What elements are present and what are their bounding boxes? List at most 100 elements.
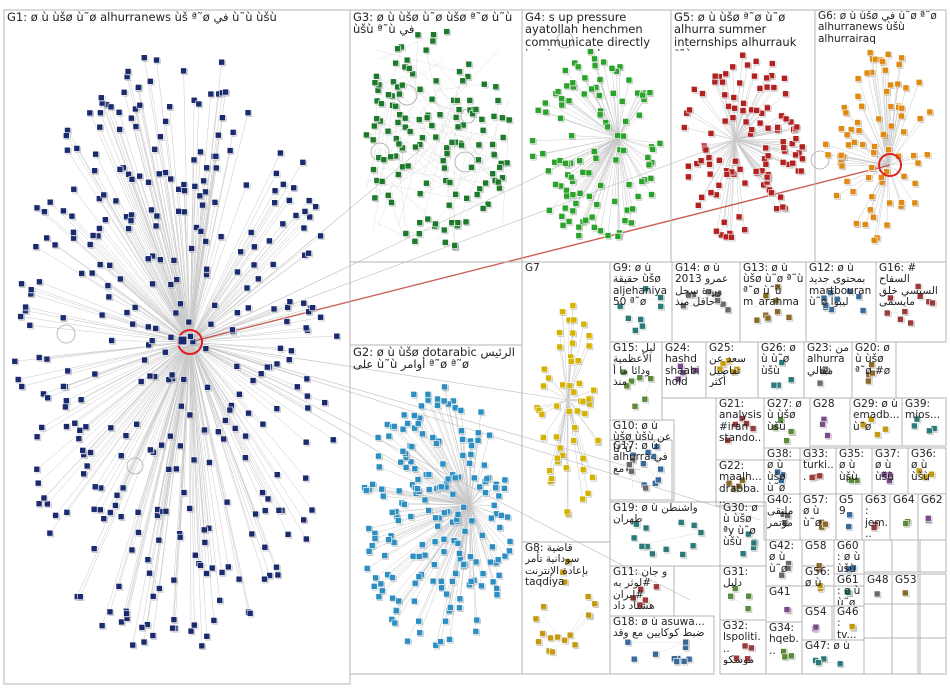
node	[540, 382, 547, 390]
node	[546, 207, 553, 214]
edge	[165, 121, 191, 343]
node	[167, 432, 174, 440]
node	[820, 294, 828, 302]
edge	[189, 341, 251, 614]
node	[849, 188, 857, 195]
node	[204, 384, 211, 391]
node	[740, 99, 747, 107]
node	[218, 58, 225, 66]
node	[167, 281, 175, 288]
edge	[413, 394, 471, 506]
node	[187, 333, 194, 340]
node	[575, 223, 583, 231]
edge	[405, 225, 458, 234]
node	[300, 299, 308, 307]
node	[170, 576, 178, 584]
group-box-g39	[901, 397, 947, 447]
node	[538, 410, 546, 418]
node	[867, 206, 874, 214]
edge	[189, 341, 246, 458]
node	[764, 152, 772, 160]
edge	[110, 341, 191, 513]
node	[706, 160, 713, 168]
node	[824, 432, 831, 439]
node	[223, 498, 231, 506]
node	[580, 320, 588, 328]
node	[792, 135, 800, 142]
node	[451, 242, 458, 249]
node	[46, 529, 54, 537]
edge	[189, 341, 304, 521]
edge	[616, 71, 619, 139]
node	[579, 169, 587, 176]
group-label-text: G5: ø ù ùšø ª˜ø ù˜ø alhurra summer inter…	[674, 11, 797, 51]
edge	[469, 463, 471, 506]
node	[415, 116, 423, 123]
node	[401, 114, 409, 122]
node	[448, 219, 456, 226]
node	[46, 198, 54, 206]
edge	[435, 80, 494, 184]
node	[493, 585, 501, 592]
node	[202, 188, 209, 196]
node	[822, 141, 830, 148]
node	[714, 297, 721, 304]
group-label-text: G12: ø ù بمحتوى جديد martbouran ù˜ø ليبو…	[809, 263, 872, 307]
node	[385, 91, 392, 99]
node	[774, 124, 781, 131]
node	[257, 370, 265, 378]
node	[302, 474, 310, 482]
edge	[683, 294, 715, 307]
node	[649, 145, 657, 153]
node	[18, 280, 25, 288]
node	[448, 138, 456, 146]
node	[203, 164, 210, 172]
edge	[120, 341, 191, 517]
node	[43, 355, 51, 363]
node	[499, 174, 506, 182]
node	[593, 201, 601, 208]
node	[146, 569, 153, 577]
node	[859, 421, 867, 429]
node	[153, 212, 161, 220]
node	[674, 375, 682, 383]
node	[756, 119, 764, 127]
group-box-small-9	[917, 637, 947, 675]
group-label-g17: G17: ø ù alhurra في مع	[613, 441, 668, 474]
edge	[734, 139, 757, 172]
node	[582, 216, 590, 224]
node	[540, 603, 547, 611]
node	[105, 293, 113, 301]
group-label-g47: G47: ø ù	[805, 641, 850, 652]
group-label-g25: G25: سعد عن تفاصيل أكثر	[709, 343, 746, 387]
edge	[130, 220, 191, 343]
node	[285, 197, 293, 204]
node	[212, 164, 220, 172]
node	[424, 391, 432, 398]
node	[292, 212, 300, 219]
edge	[189, 341, 196, 556]
node	[773, 205, 780, 212]
node	[443, 144, 451, 152]
node	[724, 306, 732, 314]
group-label-g26: G26: ø ù ù˜ø ùšù	[761, 343, 796, 376]
node	[898, 104, 906, 112]
node	[706, 170, 714, 178]
node	[554, 633, 562, 641]
node	[574, 407, 581, 415]
node	[70, 228, 77, 236]
edge	[617, 137, 648, 158]
node	[716, 156, 723, 164]
node	[251, 243, 258, 251]
node	[432, 514, 439, 522]
node	[424, 215, 432, 223]
node	[612, 156, 620, 164]
node	[887, 294, 894, 302]
node	[136, 172, 143, 180]
node	[158, 441, 165, 449]
node	[623, 382, 631, 390]
node	[428, 122, 436, 129]
node	[592, 155, 600, 162]
group-label-g59: G59	[839, 495, 854, 517]
node	[472, 558, 480, 566]
